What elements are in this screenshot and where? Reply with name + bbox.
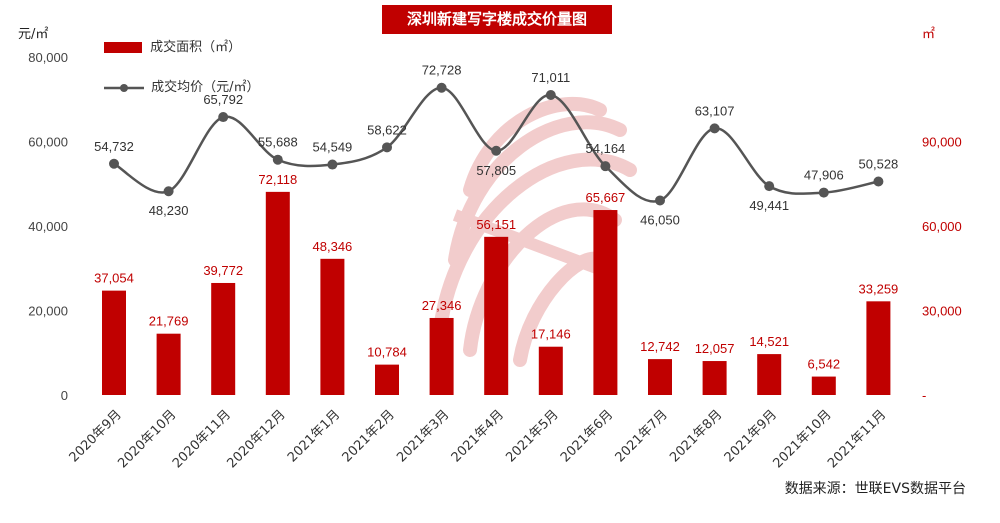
bar-area-1: [102, 290, 126, 395]
price-point-10: [600, 161, 611, 172]
price-value-label: 49,441: [749, 198, 789, 213]
price-point-8: [491, 145, 502, 156]
price-value-label: 47,906: [804, 168, 844, 183]
x-tick-label: 2021年7月: [613, 407, 671, 465]
y-right-tick-label: 60,000: [922, 219, 962, 234]
bar-area-13: [757, 354, 782, 395]
x-tick-label: 2021年2月: [340, 407, 398, 465]
bar-value-label: 12,057: [695, 341, 735, 356]
bar-value-label: 6,542: [808, 357, 841, 372]
left-axis-unit: 元/㎡: [18, 27, 49, 42]
legend-bar-label: 成交面积（㎡）: [150, 40, 242, 55]
y-right-tick-label: 90,000: [922, 135, 962, 150]
price-point-15: [873, 176, 884, 187]
y-left-tick-label: 60,000: [28, 135, 68, 150]
x-tick-label: 2020年9月: [67, 407, 125, 465]
y-left-tick-label: 0: [61, 388, 68, 403]
x-tick-label: 2021年8月: [667, 407, 725, 465]
bar-area-7: [429, 317, 454, 395]
price-value-label: 63,107: [695, 103, 735, 118]
bar-area-2: [156, 333, 181, 395]
x-tick-label: 2020年12月: [225, 407, 289, 471]
price-point-9: [545, 89, 556, 100]
bar-area-5: [320, 258, 345, 395]
bar-value-label: 65,667: [586, 190, 626, 205]
legend-bar-swatch: [104, 42, 142, 53]
bar-value-label: 27,346: [422, 298, 462, 313]
bar-area-9: [538, 346, 563, 395]
right-axis-unit: ㎡: [922, 27, 936, 42]
legend-line-swatch: [104, 83, 144, 92]
price-value-label: 55,688: [258, 135, 298, 150]
bar-value-label: 48,346: [313, 239, 353, 254]
y-left-tick-label: 20,000: [28, 304, 68, 319]
bar-area-8: [484, 236, 509, 395]
bar-area-4: [265, 191, 290, 395]
price-point-3: [218, 112, 229, 123]
bar-area-3: [211, 282, 236, 395]
price-value-label: 57,805: [476, 163, 516, 178]
legend-bar-entry: 成交面积（㎡）: [104, 36, 241, 55]
data-source: 数据来源：世联EVS数据平台: [784, 481, 966, 497]
price-point-13: [764, 181, 775, 192]
y-right-tick-label: -: [922, 388, 926, 403]
legend-line-label: 成交均价（元/㎡）: [151, 80, 260, 95]
bar-area-14: [811, 376, 836, 395]
bar-value-label: 37,054: [94, 271, 134, 286]
price-point-11: [655, 195, 665, 206]
bar-value-label: 17,146: [531, 327, 571, 342]
x-tick-label: 2021年1月: [285, 407, 343, 465]
price-value-label: 58,622: [367, 122, 407, 137]
bar-value-label: 56,151: [476, 217, 516, 232]
bar-value-label: 10,784: [367, 345, 407, 360]
bar-value-label: 14,521: [749, 334, 789, 349]
x-tick-label: 2021年9月: [722, 407, 780, 465]
price-value-label: 46,050: [640, 212, 680, 227]
bar-value-label: 72,118: [258, 172, 297, 187]
x-tick-label: 2021年11月: [825, 407, 889, 471]
bar-value-label: 39,772: [203, 263, 243, 278]
price-value-label: 50,528: [859, 157, 899, 172]
x-tick-label: 2021年4月: [449, 407, 507, 465]
price-point-14: [818, 187, 829, 198]
price-value-label: 54,732: [94, 139, 134, 154]
price-point-5: [327, 159, 338, 170]
price-point-1: [109, 158, 119, 169]
bar-area-11: [648, 359, 672, 395]
bar-area-15: [866, 301, 891, 395]
price-point-7: [436, 82, 447, 93]
bar-value-label: 12,742: [640, 339, 680, 354]
price-point-4: [272, 154, 283, 165]
x-tick-label: 2021年5月: [503, 407, 561, 465]
y-left-tick-label: 80,000: [28, 50, 68, 65]
bar-value-label: 33,259: [859, 281, 899, 296]
price-value-label: 72,728: [422, 63, 462, 78]
price-point-2: [163, 186, 174, 197]
price-value-label: 48,230: [149, 203, 189, 218]
bar-value-label: 21,769: [149, 314, 189, 329]
chart-title: 深圳新建写字楼成交价量图: [382, 5, 612, 34]
price-point-12: [709, 123, 720, 134]
price-value-label: 54,164: [586, 141, 626, 156]
legend-line-entry: 成交均价（元/㎡）: [104, 76, 260, 95]
bar-area-6: [375, 364, 399, 395]
y-left-tick-label: 40,000: [28, 219, 68, 234]
price-value-label: 71,011: [531, 70, 570, 85]
price-value-label: 65,792: [203, 92, 243, 107]
x-tick-label: 2021年3月: [394, 407, 452, 465]
y-right-tick-label: 30,000: [922, 304, 962, 319]
x-tick-label: 2021年6月: [558, 407, 616, 465]
bar-area-10: [593, 210, 618, 395]
price-point-6: [382, 142, 392, 153]
price-value-label: 54,549: [313, 140, 353, 155]
bar-area-12: [702, 361, 727, 395]
